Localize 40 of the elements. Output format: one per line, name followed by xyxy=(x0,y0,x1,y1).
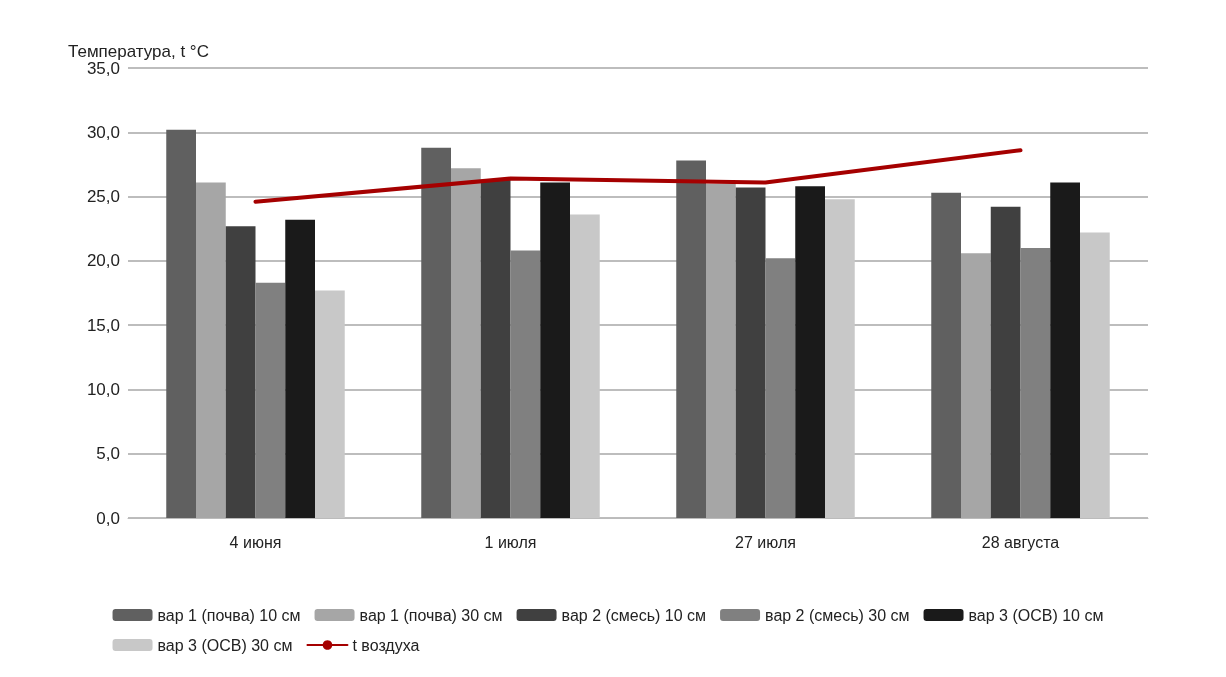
y-tick-label: 30,0 xyxy=(86,122,120,142)
legend-label: вар 2 (смесь) 30 см xyxy=(765,606,910,624)
bar xyxy=(255,282,286,518)
bar xyxy=(765,258,796,518)
legend-label: вар 1 (почва) 30 см xyxy=(359,606,503,624)
bar xyxy=(196,182,226,518)
bar xyxy=(540,182,570,518)
y-tick-label: 20,0 xyxy=(86,251,120,271)
bar xyxy=(735,187,766,518)
bar xyxy=(166,129,196,518)
line-series xyxy=(253,148,1023,204)
legend-label: вар 3 (ОСВ) 30 см xyxy=(157,636,293,654)
bar xyxy=(480,179,511,518)
bar xyxy=(1020,248,1051,518)
x-tick-label: 28 августа xyxy=(981,533,1060,551)
y-tick-label: 10,0 xyxy=(86,379,120,399)
bar xyxy=(990,206,1021,518)
x-tick-label: 1 июля xyxy=(484,533,537,551)
bar xyxy=(451,168,481,518)
legend-label: вар 2 (смесь) 10 см xyxy=(561,606,707,624)
y-tick-label: 0,0 xyxy=(96,508,120,528)
bar xyxy=(931,192,961,518)
y-tick-label: 5,0 xyxy=(96,444,120,464)
legend-label: t воздуха xyxy=(352,636,420,654)
bar xyxy=(510,250,541,518)
legend-label: вар 1 (почва) 10 см xyxy=(157,606,301,624)
bar xyxy=(1050,182,1080,518)
y-axis-title: Температура, t °C xyxy=(68,41,209,61)
x-tick-label: 4 июня xyxy=(229,533,282,551)
bar xyxy=(795,186,825,518)
bar xyxy=(676,160,706,518)
bar xyxy=(421,147,451,518)
y-tick-label: 25,0 xyxy=(86,187,120,207)
bar xyxy=(961,253,991,518)
bar xyxy=(225,226,256,518)
bar xyxy=(285,219,315,518)
x-tick-label: 27 июля xyxy=(735,533,796,551)
y-tick-label: 15,0 xyxy=(86,315,120,335)
legend-label: вар 3 (ОСВ) 10 см xyxy=(968,606,1104,624)
bar xyxy=(706,183,736,518)
